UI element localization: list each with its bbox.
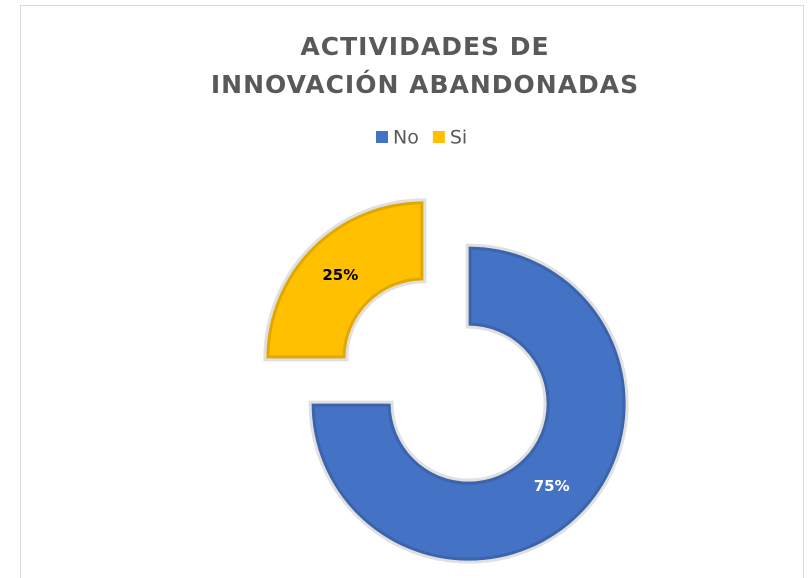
legend-label: Si	[450, 127, 467, 149]
donut-slice	[308, 243, 629, 564]
chart-title: ACTIVIDADES DE INNOVACIÓN ABANDONADAS	[210, 32, 640, 99]
data-label: 25%	[322, 266, 358, 284]
donut-slice	[263, 198, 427, 362]
data-label: 75%	[534, 477, 570, 495]
legend-label: No	[393, 127, 419, 149]
legend-swatch	[432, 131, 445, 143]
legend-swatch	[376, 131, 388, 143]
chart-frame	[20, 5, 804, 578]
